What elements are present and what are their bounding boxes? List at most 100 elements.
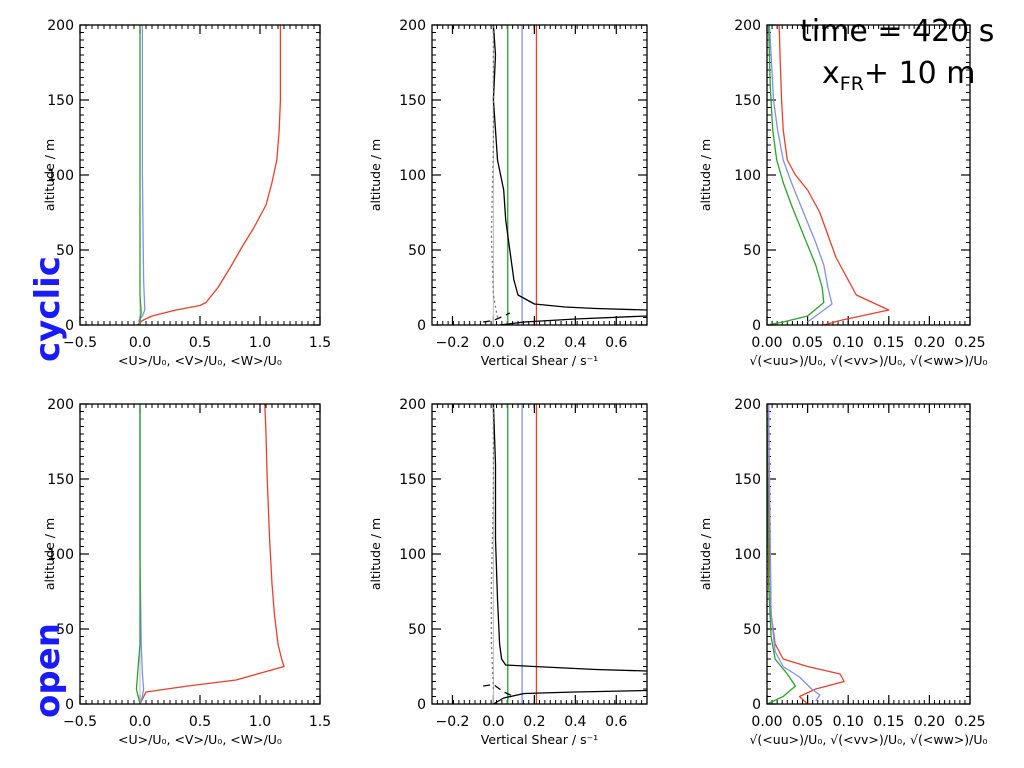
y-tick-label: 200 <box>734 397 761 413</box>
x-axis-label: <U>/U₀, <V>/U₀, <W>/U₀ <box>118 732 282 747</box>
x-tick-label: −0.5 <box>63 714 97 730</box>
row-label-cyclic: cyclic <box>28 256 68 362</box>
y-tick-label: 50 <box>743 243 761 259</box>
plot-area <box>767 25 890 325</box>
x-tick-label: 0.25 <box>954 714 985 730</box>
x-tick-label: 0.05 <box>792 335 823 351</box>
x-tick-label: 1.0 <box>249 335 271 351</box>
y-tick-label: 100 <box>734 168 761 184</box>
y-tick-label: 100 <box>399 168 426 184</box>
x-tick-label: 1.0 <box>249 714 271 730</box>
x-tick-label: 0.2 <box>523 335 545 351</box>
x-tick-label: 0.0 <box>129 714 151 730</box>
panel-cyclic-mean-velocity: −0.5 0.0 0.5 1.0 1.5 0 50 100 150 200 <U>/U₀, <V>/… <box>42 18 331 368</box>
x-tick-label: 0.20 <box>914 714 945 730</box>
x-tick-label: 0.0 <box>482 714 504 730</box>
y-tick-label: 100 <box>47 168 74 184</box>
series-line-shear <box>492 404 647 672</box>
series-line-v <box>138 25 146 325</box>
y-axis-label: altitude / m <box>698 518 713 590</box>
x-tick-label: 0.15 <box>873 335 904 351</box>
plot-frame <box>431 24 648 326</box>
x-tick-label: 1.5 <box>309 335 331 351</box>
y-axis-label: altitude / m <box>368 518 383 590</box>
x-tick-label: 0.10 <box>833 714 864 730</box>
x-tick-label: 0.5 <box>189 335 211 351</box>
plot-area <box>137 25 282 325</box>
y-tick-label: 100 <box>734 547 761 563</box>
y-tick-label: 0 <box>752 697 761 713</box>
x-tick-label: 0.2 <box>523 714 545 730</box>
x-tick-label: 0.0 <box>129 335 151 351</box>
series-line-w <box>135 404 141 704</box>
x-tick-label: 1.5 <box>309 714 331 730</box>
series-line-shear_aux <box>490 404 495 690</box>
y-tick-label: 150 <box>734 93 761 109</box>
y-tick-label: 0 <box>417 697 426 713</box>
x-tick-label: 0.00 <box>751 714 782 730</box>
series-line-w <box>139 25 142 325</box>
position-main: x <box>822 56 840 91</box>
y-tick-label: 200 <box>47 397 74 413</box>
plot-frame <box>79 403 321 705</box>
x-tick-label: 0.0 <box>482 335 504 351</box>
y-tick-label: 50 <box>408 622 426 638</box>
plot-frame <box>431 403 648 705</box>
x-tick-label: −0.2 <box>435 714 469 730</box>
x-axis-label: Vertical Shear / s⁻¹ <box>481 732 598 747</box>
y-tick-label: 0 <box>65 318 74 334</box>
x-tick-label: 0.25 <box>954 335 985 351</box>
x-axis-label: Vertical Shear / s⁻¹ <box>481 353 598 368</box>
x-tick-label: 0.4 <box>564 714 586 730</box>
x-axis-label: √(<uu>)/U₀, √(<vv>)/U₀, √(<ww>)/U₀ <box>749 353 987 368</box>
panel-open-vertical-shear: −0.2 0.0 0.2 0.4 0.6 0 50 100 150 200 Vertical She… <box>368 397 648 747</box>
y-tick-label: 150 <box>399 93 426 109</box>
panel-open-mean-velocity: −0.5 0.0 0.5 1.0 1.5 0 50 100 150 200 <U>/U₀, <V>/… <box>42 397 331 747</box>
series-line-shear <box>493 689 647 704</box>
y-tick-label: 150 <box>734 472 761 488</box>
y-tick-label: 50 <box>743 622 761 638</box>
plot-frame <box>79 24 321 326</box>
row-label-open: open <box>28 623 68 718</box>
y-tick-label: 100 <box>399 547 426 563</box>
time-annotation: time = 420 s <box>800 14 995 49</box>
series-line-shear <box>499 315 647 325</box>
y-tick-label: 150 <box>47 472 74 488</box>
y-tick-label: 200 <box>734 18 761 34</box>
y-tick-label: 200 <box>47 18 74 34</box>
x-tick-label: 0.6 <box>605 335 627 351</box>
y-axis-label: altitude / m <box>698 139 713 211</box>
x-tick-label: 0.05 <box>792 714 823 730</box>
series-line-w <box>767 25 825 325</box>
plot-area <box>483 404 647 704</box>
panel-cyclic-rms-fluctuations: 0.00 0.05 0.10 0.15 0.20 0.25 0 50 100 150 200 √(<u… <box>698 18 988 368</box>
y-tick-label: 200 <box>399 18 426 34</box>
x-tick-label: 0.4 <box>564 335 586 351</box>
plot-frame <box>766 24 971 326</box>
panel-open-rms-fluctuations: 0.00 0.05 0.10 0.15 0.20 0.25 0 50 100 150 200 √(<u… <box>698 397 988 747</box>
x-tick-label: 0.00 <box>751 335 782 351</box>
y-tick-label: 0 <box>417 318 426 334</box>
plot-area <box>135 404 285 704</box>
series-line-u <box>767 404 845 704</box>
plot-area <box>767 404 845 704</box>
y-tick-label: 100 <box>47 547 74 563</box>
x-tick-label: 0.20 <box>914 335 945 351</box>
series-line-shear <box>483 312 511 323</box>
y-tick-label: 50 <box>408 243 426 259</box>
y-tick-label: 50 <box>56 243 74 259</box>
x-tick-label: −0.2 <box>435 335 469 351</box>
x-tick-label: 0.15 <box>873 714 904 730</box>
y-tick-label: 50 <box>56 622 74 638</box>
series-line-shear <box>492 25 647 311</box>
position-annotation: xFR+ 10 m <box>822 56 976 95</box>
series-line-shear_aux <box>490 25 499 318</box>
y-tick-label: 150 <box>399 472 426 488</box>
x-tick-label: −0.5 <box>63 335 97 351</box>
y-tick-label: 0 <box>65 697 74 713</box>
series-line-v <box>768 25 833 323</box>
series-line-u <box>778 25 890 325</box>
x-axis-label: <U>/U₀, <V>/U₀, <W>/U₀ <box>118 353 282 368</box>
series-line-u <box>139 404 285 704</box>
